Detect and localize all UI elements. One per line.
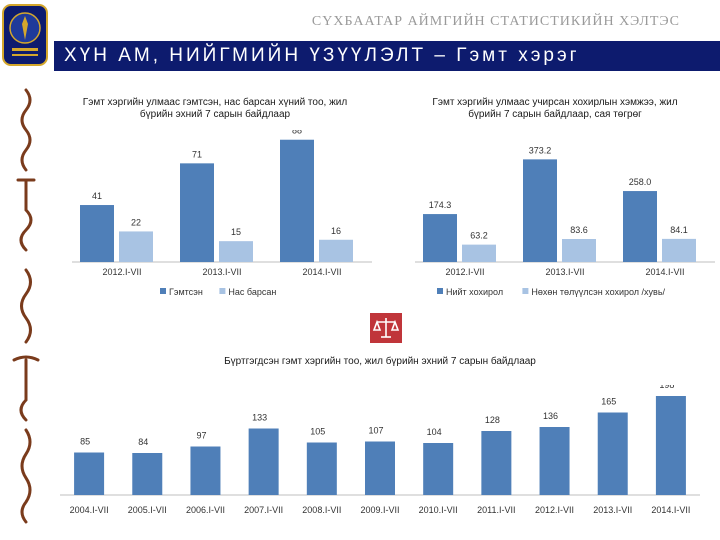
chart3-tick-3: 2007.I-VII: [244, 505, 283, 515]
chart3-bar-2: [190, 446, 221, 495]
chart3-tick-8: 2012.I-VII: [535, 505, 574, 515]
chart1-label-0-0: 41: [92, 191, 102, 201]
chart2-bar-0-2: [623, 191, 657, 262]
chart3-tick-7: 2011.I-VII: [477, 505, 515, 515]
chart3-bar-4: [306, 442, 337, 495]
chart2-title: Гэмт хэргийн улмаас учирсан хохирлын хэм…: [432, 97, 678, 120]
chart3-bar-9: [597, 412, 628, 495]
chart3-tick-0: 2004.I-VII: [70, 505, 109, 515]
chart1-label-0-2: 88: [292, 130, 302, 136]
chart3-tick-1: 2005.I-VII: [128, 505, 167, 515]
chart2-legend-swatch-0: [437, 288, 443, 294]
chart3-label-10: 198: [659, 385, 674, 390]
chart1-title: Гэмт хэргийн улмаас гэмтсэн, нас барсан …: [82, 97, 348, 120]
chart2-bar-1-0: [462, 244, 496, 262]
chart3-label-9: 165: [601, 397, 616, 407]
chart3-label-4: 105: [310, 427, 325, 437]
chart1-bar-0-2: [280, 139, 314, 262]
chart1-legend-swatch-0: [160, 288, 166, 294]
chart3-title: Бүртгэгдсэн гэмт хэргийн тоо, жил бүрийн…: [224, 356, 536, 367]
chart3-tick-5: 2009.I-VII: [360, 505, 399, 515]
chart3-label-6: 104: [427, 427, 442, 437]
chart3-bar-0: [74, 452, 105, 495]
chart1-tick-1: 2013.I-VII: [202, 267, 241, 277]
chart3-label-2: 97: [196, 431, 206, 441]
chart3-bar-5: [365, 441, 395, 495]
chart3-label-8: 136: [543, 411, 558, 421]
chart3-tick-4: 2008.I-VII: [302, 505, 341, 515]
chart1-tick-0: 2012.I-VII: [102, 267, 141, 277]
chart2-legend-0: Нийт хохирол: [446, 287, 503, 297]
chart1-bar-0-1: [180, 163, 214, 262]
chart3-label-3: 133: [252, 413, 267, 423]
chart2-legend-swatch-1: [522, 288, 529, 294]
chart3-tick-10: 2014.I-VII: [651, 505, 690, 515]
state-emblem-icon: [2, 4, 48, 66]
chart3-bar-8: [539, 427, 570, 495]
org-header: СҮХБААТАР АЙМГИЙН СТАТИСТИКИЙН ХЭЛТЭС: [0, 0, 720, 36]
chart1-legend-0: Гэмтсэн: [169, 287, 203, 297]
chart2-legend-1: Нөхөн төлүүлсэн хохирол /хувь/: [531, 287, 665, 297]
chart3-label-0: 85: [80, 437, 90, 447]
chart1-bar-1-1: [219, 241, 253, 262]
chart2-bar-1-2: [662, 238, 696, 262]
chart1-legend-swatch-1: [219, 288, 226, 294]
mongolian-script-decoration: [12, 88, 40, 524]
chart3-label-5: 107: [368, 426, 383, 436]
chart2-bar-0-1: [523, 159, 557, 262]
chart1-legend-1: Нас барсан: [228, 287, 276, 297]
chart2-label-1-0: 63.2: [470, 231, 488, 241]
chart3-bar-3: [248, 428, 279, 495]
org-name: СҮХБААТАР АЙМГИЙН СТАТИСТИКИЙН ХЭЛТЭС: [311, 14, 680, 29]
chart3-registered-crimes: 85 2004.I-VII 84 2005.I-VII 97 2006.I-VII 133 2…: [60, 385, 700, 515]
chart3-bar-10: [655, 396, 686, 495]
chart3-label-7: 128: [485, 415, 500, 425]
chart2-tick-0: 2012.I-VII: [445, 267, 484, 277]
chart1-tick-2: 2014.I-VII: [302, 267, 341, 277]
chart1-label-1-0: 22: [131, 217, 141, 227]
chart1-bar-1-2: [319, 239, 353, 262]
chart3-bar-1: [132, 453, 163, 495]
chart3-tick-2: 2006.I-VII: [186, 505, 225, 515]
chart2-label-0-1: 373.2: [529, 145, 552, 155]
chart3-bar-7: [481, 431, 512, 495]
chart2-label-0-0: 174.3: [429, 200, 452, 210]
chart2-label-1-1: 83.6: [570, 225, 588, 235]
chart3-tick-9: 2013.I-VII: [593, 505, 632, 515]
chart1-injury-deaths: 41 22 2012.I-VII 71 15 2013.I-VII 88 16 2014.I-V…: [72, 130, 372, 297]
scales-of-justice-icon: [370, 313, 402, 343]
chart2-label-0-2: 258.0: [629, 177, 652, 187]
chart3-label-1: 84: [138, 437, 148, 447]
title-bar: ХҮН АМ, НИЙГМИЙН ҮЗҮҮЛЭЛТ – Гэмт хэрэг: [54, 41, 720, 71]
chart1-label-1-1: 15: [231, 227, 241, 237]
chart3-tick-6: 2010.I-VII: [419, 505, 458, 515]
chart2-damage: 174.3 63.2 2012.I-VII 373.2 83.6 2013.I-VII 25…: [415, 145, 715, 297]
chart1-bar-0-0: [80, 205, 114, 262]
chart2-bar-0-0: [423, 214, 457, 262]
chart3-bar-6: [423, 443, 454, 495]
chart2-tick-2: 2014.I-VII: [645, 267, 684, 277]
chart1-bar-1-0: [119, 231, 153, 262]
chart1-label-1-2: 16: [331, 226, 341, 236]
chart1-label-0-1: 71: [192, 149, 202, 159]
chart2-tick-1: 2013.I-VII: [545, 267, 584, 277]
chart2-bar-1-1: [562, 239, 596, 262]
page-title: ХҮН АМ, НИЙГМИЙН ҮЗҮҮЛЭЛТ – Гэмт хэрэг: [64, 45, 580, 66]
chart2-label-1-2: 84.1: [670, 225, 688, 235]
